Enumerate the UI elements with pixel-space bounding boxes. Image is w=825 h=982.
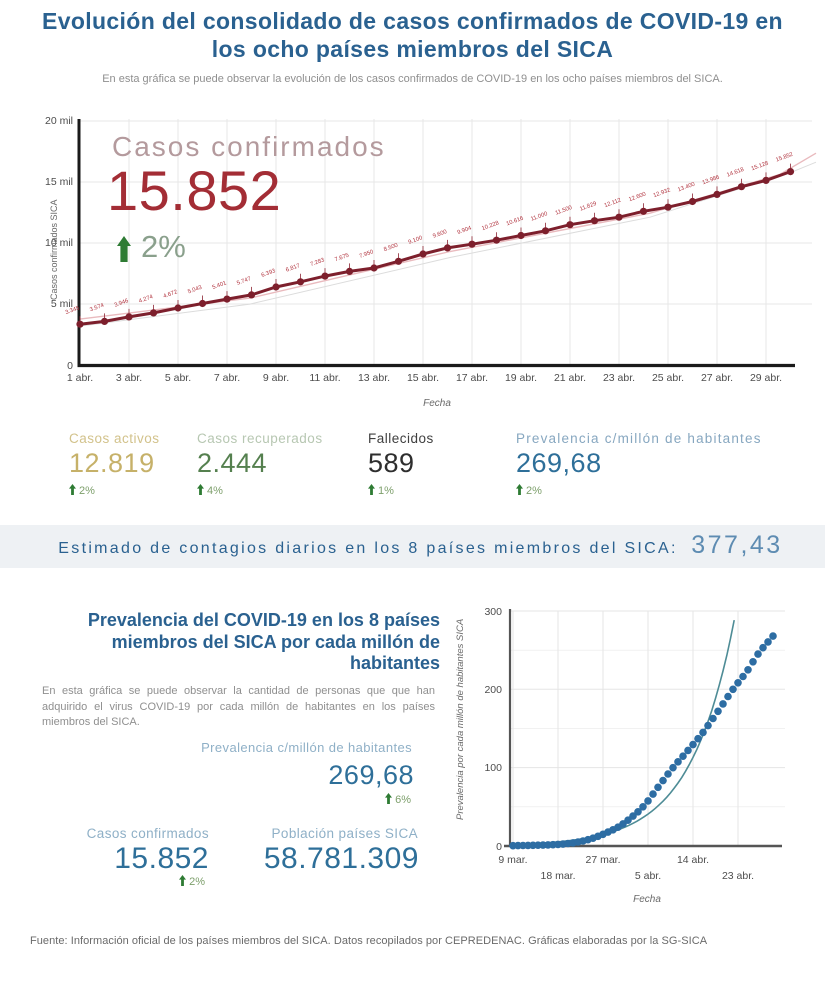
svg-text:9 abr.: 9 abr. [263, 372, 289, 384]
svg-text:7 abr.: 7 abr. [214, 372, 240, 384]
svg-text:10.616: 10.616 [506, 216, 525, 228]
svg-text:14.618: 14.618 [726, 167, 745, 179]
svg-text:11.000: 11.000 [530, 211, 548, 223]
svg-text:11.500: 11.500 [555, 205, 573, 217]
svg-text:13.400: 13.400 [677, 182, 696, 194]
svg-text:12.112: 12.112 [604, 198, 622, 210]
svg-text:5 mil: 5 mil [51, 298, 73, 310]
svg-text:100: 100 [484, 762, 502, 774]
svg-text:6.393: 6.393 [261, 268, 277, 279]
svg-text:5.747: 5.747 [236, 276, 252, 287]
svg-text:17 abr.: 17 abr. [456, 372, 488, 384]
svg-text:11 abr.: 11 abr. [309, 372, 340, 384]
svg-text:Prevalencia por cada millón de: Prevalencia por cada millón de habitante… [455, 619, 466, 820]
svg-text:15.128: 15.128 [751, 161, 770, 173]
svg-text:13 abr.: 13 abr. [358, 372, 390, 384]
svg-text:27 abr.: 27 abr. [701, 372, 733, 384]
svg-text:5.401: 5.401 [212, 280, 228, 291]
svg-text:0: 0 [496, 841, 502, 853]
svg-text:7.283: 7.283 [310, 257, 326, 268]
svg-text:14 abr.: 14 abr. [677, 854, 709, 866]
svg-text:23 abr.: 23 abr. [603, 372, 635, 384]
svg-text:3.574: 3.574 [89, 302, 105, 313]
svg-text:12.932: 12.932 [653, 187, 672, 199]
svg-text:6.817: 6.817 [285, 263, 301, 274]
svg-text:4.672: 4.672 [163, 289, 179, 300]
svg-text:9.904: 9.904 [457, 225, 473, 236]
svg-text:10.228: 10.228 [481, 220, 500, 232]
svg-text:7.675: 7.675 [334, 253, 350, 264]
svg-text:Casos confirmados SICA: Casos confirmados SICA [49, 199, 59, 300]
svg-text:Fecha: Fecha [423, 398, 451, 409]
svg-text:4.274: 4.274 [138, 294, 154, 305]
svg-text:7.950: 7.950 [359, 249, 375, 260]
svg-text:15.852: 15.852 [775, 152, 794, 164]
svg-text:23 abr.: 23 abr. [722, 870, 754, 882]
svg-text:12.600: 12.600 [628, 191, 647, 203]
svg-text:18 mar.: 18 mar. [540, 870, 575, 882]
svg-text:9.100: 9.100 [408, 235, 424, 246]
svg-text:8.500: 8.500 [383, 243, 399, 254]
svg-text:19 abr.: 19 abr. [505, 372, 537, 384]
svg-text:15 abr.: 15 abr. [407, 372, 439, 384]
svg-text:200: 200 [484, 684, 502, 696]
svg-text:15 mil: 15 mil [45, 176, 73, 188]
svg-text:3.345: 3.345 [65, 305, 81, 316]
svg-text:9 mar.: 9 mar. [498, 854, 527, 866]
svg-text:5 abr.: 5 abr. [635, 870, 661, 882]
svg-text:3 abr.: 3 abr. [116, 372, 142, 384]
svg-text:11.829: 11.829 [579, 201, 597, 213]
svg-text:5 abr.: 5 abr. [165, 372, 191, 384]
svg-text:21 abr.: 21 abr. [554, 372, 586, 384]
svg-text:9.600: 9.600 [432, 229, 448, 240]
svg-text:3.946: 3.946 [114, 298, 130, 309]
svg-text:10 mil: 10 mil [45, 237, 73, 249]
svg-text:29 abr.: 29 abr. [750, 372, 782, 384]
svg-text:27 mar.: 27 mar. [585, 854, 620, 866]
svg-text:20 mil: 20 mil [45, 115, 73, 127]
svg-text:Fecha: Fecha [633, 894, 661, 905]
svg-text:0: 0 [67, 360, 73, 372]
svg-text:1 abr.: 1 abr. [67, 372, 93, 384]
svg-text:25 abr.: 25 abr. [652, 372, 684, 384]
svg-text:13.986: 13.986 [702, 175, 721, 187]
svg-text:300: 300 [484, 606, 502, 618]
svg-text:5.043: 5.043 [187, 285, 203, 296]
